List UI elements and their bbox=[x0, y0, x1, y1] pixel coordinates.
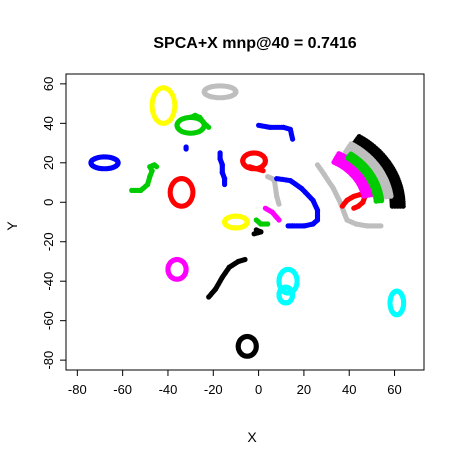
data-point bbox=[265, 221, 271, 227]
y-tick-label: 20 bbox=[41, 156, 56, 170]
data-point bbox=[351, 205, 357, 211]
y-tick-label: -20 bbox=[41, 232, 56, 251]
data-point bbox=[400, 301, 407, 308]
data-point bbox=[260, 168, 266, 174]
data-point bbox=[206, 124, 212, 130]
data-point bbox=[183, 268, 189, 274]
data-point bbox=[290, 136, 296, 142]
data-point bbox=[172, 105, 178, 111]
data-point bbox=[378, 223, 384, 229]
data-point bbox=[242, 256, 248, 263]
data-point bbox=[190, 191, 196, 197]
data-point bbox=[294, 280, 300, 286]
y-tick-label: 0 bbox=[41, 199, 56, 206]
data-point bbox=[222, 181, 228, 188]
data-point bbox=[251, 231, 257, 237]
y-axis-label: Y bbox=[4, 221, 20, 231]
x-tick-label: 0 bbox=[255, 382, 262, 397]
y-tick-label: -40 bbox=[41, 272, 56, 291]
data-point bbox=[276, 201, 282, 207]
data-point bbox=[356, 134, 362, 140]
data-points bbox=[88, 83, 407, 359]
data-point bbox=[348, 151, 354, 157]
x-tick-label: 40 bbox=[342, 382, 356, 397]
x-tick-label: -20 bbox=[204, 382, 223, 397]
x-tick-label: -40 bbox=[159, 382, 178, 397]
data-point bbox=[115, 161, 121, 167]
chart-title: SPCA+X mnp@40 = 0.7416 bbox=[153, 35, 356, 52]
y-tick-label: 60 bbox=[41, 77, 56, 91]
data-point bbox=[262, 159, 268, 165]
y-tick-label: -80 bbox=[41, 351, 56, 370]
x-tick-label: 60 bbox=[387, 382, 401, 397]
y-tick-label: 40 bbox=[41, 116, 56, 130]
y-tick-label: -60 bbox=[41, 311, 56, 330]
data-point bbox=[154, 164, 160, 170]
data-point bbox=[289, 293, 296, 299]
data-point bbox=[233, 90, 239, 96]
x-tick-label: -80 bbox=[68, 382, 87, 397]
x-tick-label: -60 bbox=[113, 382, 132, 397]
y-axis: -80 -60 -40 -20 0 20 40 60 bbox=[41, 77, 67, 370]
data-point bbox=[244, 220, 250, 226]
data-point bbox=[336, 151, 342, 157]
x-axis-label: X bbox=[247, 429, 257, 445]
x-axis: -80 -60 -40 -20 0 20 40 60 bbox=[68, 369, 402, 397]
x-tick-label: 20 bbox=[297, 382, 311, 397]
data-point bbox=[253, 345, 259, 351]
data-point bbox=[183, 146, 189, 152]
data-point bbox=[276, 217, 282, 223]
data-point bbox=[348, 141, 354, 147]
data-point bbox=[285, 223, 291, 229]
